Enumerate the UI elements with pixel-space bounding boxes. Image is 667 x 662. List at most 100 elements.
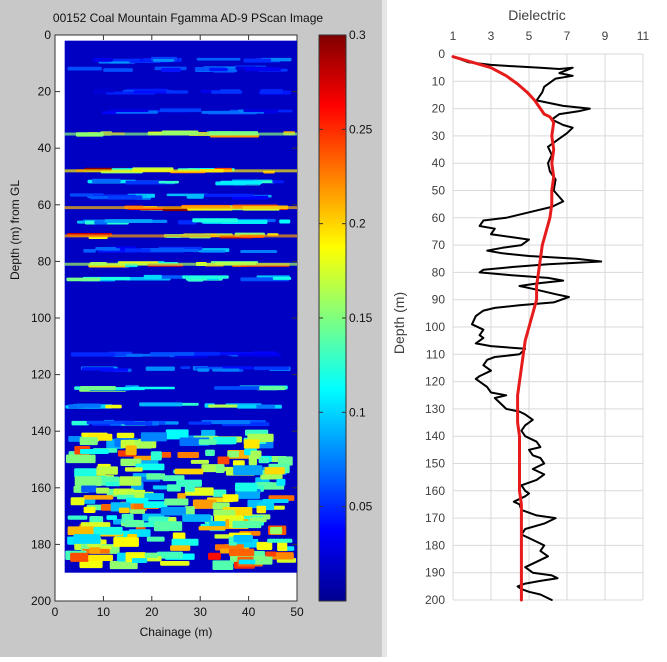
heatmap-cell [258,457,270,464]
dielectric-y-tick-label: 10 [432,74,446,88]
heatmap-band [65,548,297,571]
heatmap-cell [89,516,104,525]
heatmap-cell [201,110,240,114]
heatmap-cell [160,275,185,279]
colorbar-tick-label: 0.25 [349,122,373,136]
dielectric-y-tick-label: 150 [425,457,445,471]
heatmap-cell [201,420,251,425]
heatmap-cell [279,219,291,224]
heatmap-cell [208,404,239,408]
heatmap-reflector [64,234,297,238]
heatmap-cell [238,559,256,565]
heatmap-cell [192,218,238,223]
heatmap-cell [70,497,85,506]
colorbar-tick-label: 0.2 [349,217,366,231]
heatmap-cell [196,57,241,61]
dielectric-y-tick-label: 120 [425,375,445,389]
heatmap-cell [145,366,175,371]
heatmap-cell [125,445,137,456]
heatmap-cell [66,277,101,282]
heatmap-band [64,204,297,212]
heatmap-cell [143,501,168,509]
heatmap-cell [76,403,101,408]
heatmap-cell [150,451,162,461]
heatmap-cell [256,505,267,514]
heatmap-cell [260,474,283,480]
heatmap-cell [235,491,261,499]
heatmap-cell [83,506,96,513]
heatmap-band [87,178,284,186]
heatmap-cell [83,248,96,253]
pscan-x-label: Chainage (m) [140,625,213,639]
heatmap-cell [232,520,262,529]
dielectric-y-tick-label: 0 [438,47,445,61]
heatmap-reflector [64,169,297,173]
pscan-y-tick-label: 80 [38,254,52,268]
heatmap-cell [272,277,292,280]
dielectric-panel: Dielectric 1 3 5 7 9 11 0 10 20 30 40 50 60 70 80 90 10… [387,0,667,657]
heatmap-cell [144,493,165,501]
heatmap-cell [83,495,114,500]
heatmap-cell [80,448,109,455]
heatmap-cell [243,439,260,449]
heatmap-cell [262,498,289,503]
heatmap-cell [146,536,165,542]
heatmap-cell [217,456,230,465]
heatmap-band [67,65,288,73]
dielectric-y-tick-label: 40 [432,156,446,170]
pscan-x-axis: 0 10 20 30 40 50 [52,35,304,619]
heatmap-cell [182,514,211,522]
dielectric-y-tick-label: 70 [432,238,446,252]
heatmap-cell [192,499,217,509]
heatmap-band [76,218,291,225]
heatmap-cell [172,532,186,541]
heatmap-cell [174,468,204,475]
pscan-heatmap [64,40,297,573]
heatmap-band [67,533,295,554]
heatmap-cell [208,552,221,560]
heatmap-band [80,366,291,372]
heatmap-cell [119,476,142,486]
heatmap-cell [105,481,121,487]
heatmap-cell [200,249,226,253]
heatmap-cell [158,180,179,184]
heatmap-cell [71,420,88,425]
dielectric-y-tick-label: 180 [425,538,445,552]
heatmap-cell [205,449,215,456]
heatmap-cell [165,429,189,440]
pscan-x-tick-label: 20 [145,605,159,619]
colorbar-axis: 0.05 0.1 0.15 0.2 0.25 0.3 [319,28,373,514]
colorbar [318,34,347,602]
dielectric-y-tick-label: 80 [432,265,446,279]
heatmap-cell [252,550,265,557]
heatmap-cell [253,366,290,371]
heatmap-cell [113,537,139,547]
heatmap-cell [190,459,209,464]
pscan-y-label: Depth (m) from GL [8,180,22,280]
heatmap-cell [81,485,97,493]
dielectric-title: Dielectric [508,7,566,23]
heatmap-cell [86,420,135,425]
heatmap-cell [67,515,88,520]
heatmap-cell [126,497,149,504]
heatmap-cell [102,248,121,251]
heatmap-cell [139,402,183,407]
heatmap-cell [160,507,186,516]
dielectric-y-tick-label: 50 [432,184,446,198]
heatmap-cell [104,219,153,223]
heatmap-cell [131,558,148,563]
heatmap-cell [233,465,263,476]
heatmap-cell [146,473,166,480]
pscan-y-tick-label: 40 [38,141,52,155]
heatmap-cell [107,195,143,200]
heatmap-cell [188,421,212,425]
heatmap-cell [177,452,200,459]
heatmap-cell [176,479,202,487]
heatmap-cell [277,541,288,552]
heatmap-band [92,56,292,64]
pscan-chart: 00152 Coal Mountain Fgamma AD-9 PScan Im… [8,11,373,639]
heatmap-cell [89,547,101,554]
pscan-y-tick-label: 160 [31,481,51,495]
heatmap-cell [232,460,245,466]
pscan-x-tick-label: 0 [52,605,59,619]
